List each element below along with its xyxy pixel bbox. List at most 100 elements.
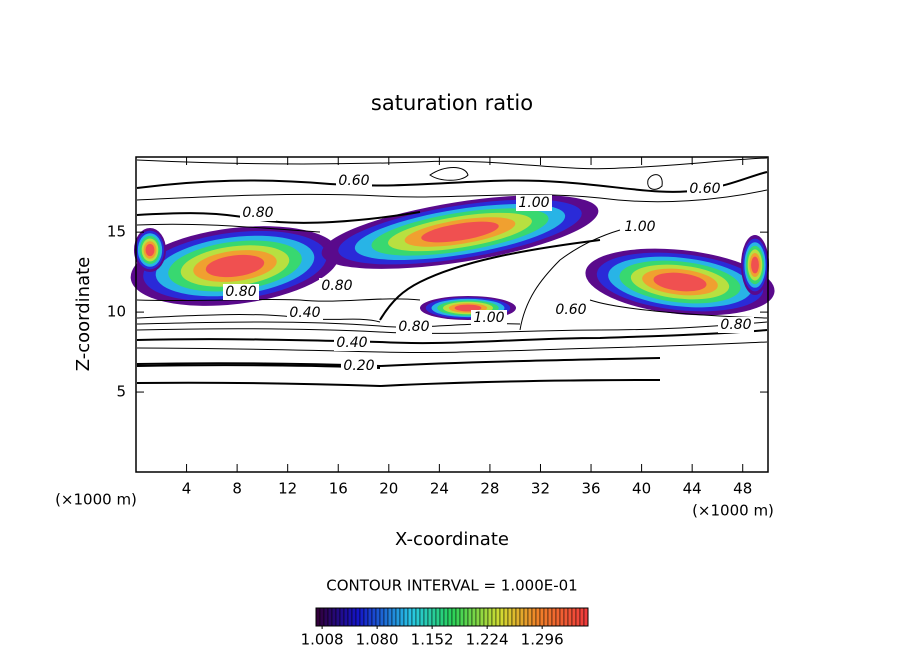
chart-title: saturation ratio bbox=[371, 91, 533, 115]
filled-regions bbox=[130, 195, 775, 320]
colorbar-cell bbox=[539, 607, 545, 627]
label-bg bbox=[553, 302, 589, 318]
colorbar-cell bbox=[319, 607, 325, 627]
colorbar-tick-label: 1.224 bbox=[466, 631, 509, 649]
colorbar-cell bbox=[363, 607, 369, 627]
x-tick-label: 36 bbox=[581, 480, 600, 498]
label-bg bbox=[336, 173, 372, 189]
colorbar-cell bbox=[527, 607, 533, 627]
colorbar-cell bbox=[451, 607, 457, 627]
contour-label: 1.00 bbox=[518, 195, 549, 211]
x-tick-label: 48 bbox=[733, 480, 752, 498]
colorbar-cell bbox=[467, 607, 473, 627]
colorbar-cell bbox=[567, 607, 573, 627]
colorbar-cell bbox=[575, 607, 581, 627]
contour-label: 0.20 bbox=[343, 358, 374, 374]
contour-label: 0.80 bbox=[225, 284, 256, 300]
contour-label: 0.40 bbox=[336, 335, 367, 351]
label-bg bbox=[341, 358, 377, 374]
colorbar-cell bbox=[407, 607, 413, 627]
colorbar-cell bbox=[475, 607, 481, 627]
colorbar-cell bbox=[419, 607, 425, 627]
colorbar-cell bbox=[579, 607, 585, 627]
colorbar-cell bbox=[519, 607, 525, 627]
contour-label: 1.00 bbox=[624, 219, 655, 235]
colorbar-cell bbox=[331, 607, 337, 627]
colorbar-cell bbox=[315, 607, 321, 627]
label-bg bbox=[240, 205, 276, 221]
colorbar-cell bbox=[383, 607, 389, 627]
contour-interval: CONTOUR INTERVAL = 1.000E-01 bbox=[326, 577, 577, 595]
y-tick-label: 10 bbox=[107, 303, 126, 321]
label-bg bbox=[287, 305, 323, 321]
colorbar-cell bbox=[463, 607, 469, 627]
colorbar-cell bbox=[411, 607, 417, 627]
plot-frame bbox=[135, 156, 769, 473]
label-bg bbox=[687, 181, 723, 197]
colorbar-cell bbox=[403, 607, 409, 627]
colorbar-cell bbox=[395, 607, 401, 627]
colorbar-cell bbox=[471, 607, 477, 627]
colorbar-tick-label: 1.296 bbox=[521, 631, 564, 649]
label-bg bbox=[718, 317, 754, 333]
colorbar-cell bbox=[523, 607, 529, 627]
colorbar-cell bbox=[443, 607, 449, 627]
x-tick-label: 8 bbox=[232, 480, 242, 498]
colorbar-cell bbox=[495, 607, 501, 627]
x-tick-label: 40 bbox=[632, 480, 651, 498]
colorbar-cell bbox=[507, 607, 513, 627]
x-tick-label: 4 bbox=[182, 480, 192, 498]
colorbar-tick-label: 1.152 bbox=[411, 631, 454, 649]
colorbar-cell bbox=[479, 607, 485, 627]
contour-label: 0.60 bbox=[689, 181, 720, 197]
x-tick-label: 16 bbox=[329, 480, 348, 498]
colorbar-cell bbox=[423, 607, 429, 627]
label-bg bbox=[516, 195, 552, 211]
colorbar-tick-label: 1.008 bbox=[301, 631, 344, 649]
x-unit-label: (×1000 m) bbox=[692, 502, 774, 520]
colorbar-cell bbox=[367, 607, 373, 627]
x-tick-label: 28 bbox=[480, 480, 499, 498]
colorbar-cell bbox=[439, 607, 445, 627]
x-axis-label: X-coordinate bbox=[395, 529, 509, 550]
contour-label: 0.60 bbox=[338, 173, 369, 189]
colorbar-cell bbox=[551, 607, 557, 627]
colorbar-cell bbox=[503, 607, 509, 627]
colorbar-tick-label: 1.080 bbox=[356, 631, 399, 649]
x-tick-label: 20 bbox=[379, 480, 398, 498]
colorbar-cell bbox=[415, 607, 421, 627]
y-axis-label: Z-coordinate bbox=[73, 257, 94, 372]
colorbar-cell bbox=[571, 607, 577, 627]
colorbar-cell bbox=[355, 607, 361, 627]
colorbar-cell bbox=[391, 607, 397, 627]
colorbar-cell bbox=[347, 607, 353, 627]
colorbar-cell bbox=[483, 607, 489, 627]
fill-region bbox=[454, 304, 482, 312]
colorbar-frame bbox=[315, 607, 589, 627]
colorbar-cell bbox=[447, 607, 453, 627]
fill-region bbox=[520, 258, 590, 300]
colorbar-cell bbox=[375, 607, 381, 627]
colorbar-cell bbox=[431, 607, 437, 627]
colorbar: 1.008 1.080 1.152 1.224 1.296 bbox=[301, 607, 589, 649]
colorbar-cell bbox=[427, 607, 433, 627]
x-tick-label: 12 bbox=[278, 480, 297, 498]
colorbar-cell bbox=[459, 607, 465, 627]
contour-label: 0.60 bbox=[555, 302, 586, 318]
colorbar-cell bbox=[387, 607, 393, 627]
colorbar-cell bbox=[435, 607, 441, 627]
fill-region bbox=[205, 254, 265, 278]
label-bg bbox=[334, 335, 370, 351]
colorbar-cell bbox=[563, 607, 569, 627]
colorbar-cell bbox=[327, 607, 333, 627]
colorbar-cell bbox=[335, 607, 341, 627]
label-bg bbox=[223, 284, 259, 300]
colorbar-cell bbox=[359, 607, 365, 627]
label-bg bbox=[471, 310, 507, 326]
colorbar-cell bbox=[323, 607, 329, 627]
colorbar-cell bbox=[515, 607, 521, 627]
fill-region bbox=[751, 256, 759, 274]
colorbar-cell bbox=[535, 607, 541, 627]
y-unit-label: (×1000 m) bbox=[55, 491, 137, 509]
